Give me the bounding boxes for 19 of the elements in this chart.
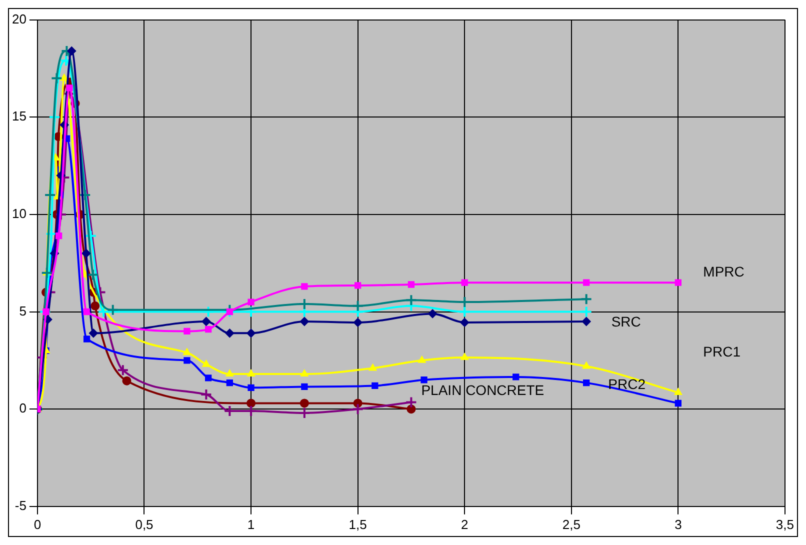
y-tick-label: 5: [19, 303, 26, 318]
y-tick-label: -5: [14, 498, 26, 513]
x-tick-label: 2: [460, 516, 468, 532]
y-tick-label: 10: [12, 206, 26, 222]
series-label: PRC2: [608, 376, 646, 392]
x-tick-label: 2,5: [562, 516, 580, 532]
x-tick-label: 0: [34, 516, 42, 532]
x-tick-label: 3,5: [776, 516, 794, 532]
y-tick-label: 0: [19, 400, 26, 416]
x-tick-label: 3: [674, 516, 682, 532]
x-tick-label: 1: [247, 516, 255, 532]
y-tick-label: 20: [12, 11, 26, 26]
series-label: SRC: [611, 314, 641, 330]
series-label: MPRC: [703, 263, 744, 280]
series-label: PLAIN CONCRETE: [421, 382, 544, 398]
y-tick-label: 15: [12, 108, 26, 124]
text: PRC1: [703, 343, 741, 360]
x-tick-label: 1,5: [348, 516, 367, 532]
x-tick-label: 0,5: [135, 516, 154, 532]
